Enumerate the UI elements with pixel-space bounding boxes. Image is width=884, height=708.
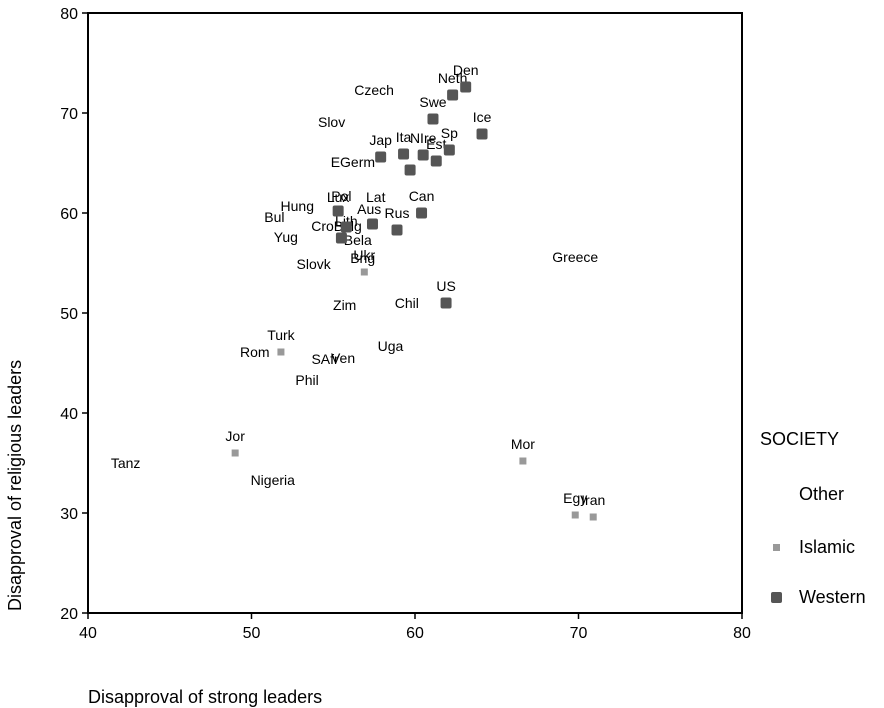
point-label: US [436,278,455,294]
point-label: Ukr [353,247,375,263]
point-label: Lith [335,213,358,229]
point-label: Lux [327,189,350,205]
point-label: Jap [369,132,392,148]
x-axis-title: Disapproval of strong leaders [88,687,322,707]
point-label: Hung [281,198,314,214]
western-point [427,113,439,125]
x-tick-label: 40 [79,625,97,642]
point-label: Sp [441,125,458,141]
legend-title: SOCIETY [760,429,839,449]
point-label: Yug [274,229,298,245]
western-point [460,81,472,93]
point-label: Jor [225,428,245,444]
islamic-point [277,348,285,356]
western-point [375,151,387,163]
western-point [443,144,455,156]
western-point [404,164,416,176]
point-label: Iran [581,492,605,508]
y-tick-label: 70 [60,106,78,123]
point-label: Ven [331,350,355,366]
legend-islamic-marker [773,544,780,551]
western-point [447,89,459,101]
islamic-point [519,457,527,465]
point-label: SAfr [311,351,339,367]
point-label: Aus [357,201,381,217]
point-label: Bul [264,209,284,225]
islamic-point [360,268,368,276]
point-label: Nigeria [251,472,296,488]
islamic-point [571,511,579,519]
point-label: EGerm [331,154,375,170]
point-label: Pol [331,188,351,204]
point-label: Den [453,62,479,78]
western-point [476,128,488,140]
x-tick-label: 70 [570,625,588,642]
point-label: Zim [333,297,356,313]
western-point [366,218,378,230]
y-tick-label: 20 [60,606,78,623]
point-label: Tanz [111,455,141,471]
y-tick-label: 40 [60,406,78,423]
legend-label: Other [799,484,844,504]
y-axis-title: Disapproval of religious leaders [5,360,25,611]
legend-label: Western [799,587,866,607]
western-point [416,207,428,219]
western-point [417,149,429,161]
western-point [335,232,347,244]
x-tick-label: 80 [733,625,751,642]
y-tick-label: 50 [60,306,78,323]
point-label: Chil [395,295,419,311]
legend: SOCIETY Other Islamic Western [760,429,866,607]
legend-western-marker [771,592,782,603]
point-label: Slov [318,114,345,130]
point-label: NIre [410,130,437,146]
western-point [332,205,344,217]
western-point [398,148,410,160]
point-label: Turk [267,327,295,343]
point-label: Ice [473,109,492,125]
point-label: Slovk [297,256,332,272]
point-label: Bela [344,232,372,248]
y-tick-label: 80 [60,6,78,23]
x-tick-label: 50 [243,625,261,642]
point-label: Mor [511,436,535,452]
y-tick-label: 30 [60,506,78,523]
islamic-point [589,513,597,521]
data-points [231,81,597,521]
western-point [440,297,452,309]
x-axis-ticks: 40 50 60 70 80 [79,613,751,642]
point-label: Rus [385,205,410,221]
point-label: Czech [354,82,394,98]
point-label: Lat [366,189,386,205]
point-label: Ita [396,129,412,145]
western-point [391,224,403,236]
western-point [340,221,352,233]
y-axis-ticks: 20 30 40 50 60 70 80 [60,6,88,623]
point-label: Uga [378,338,404,354]
western-point [430,155,442,167]
point-label: Can [409,188,435,204]
y-tick-label: 60 [60,206,78,223]
legend-label: Islamic [799,537,855,557]
point-label: Phil [295,372,318,388]
point-label: Greece [552,249,598,265]
islamic-point [231,449,239,457]
point-label: Egy [563,490,587,506]
x-tick-label: 60 [406,625,424,642]
point-label: Bng [350,250,375,266]
point-label: Neth [438,70,468,86]
point-label: Rom [240,344,270,360]
point-label: Swe [419,94,446,110]
plot-frame [87,12,743,614]
point-label: Est [426,136,446,152]
